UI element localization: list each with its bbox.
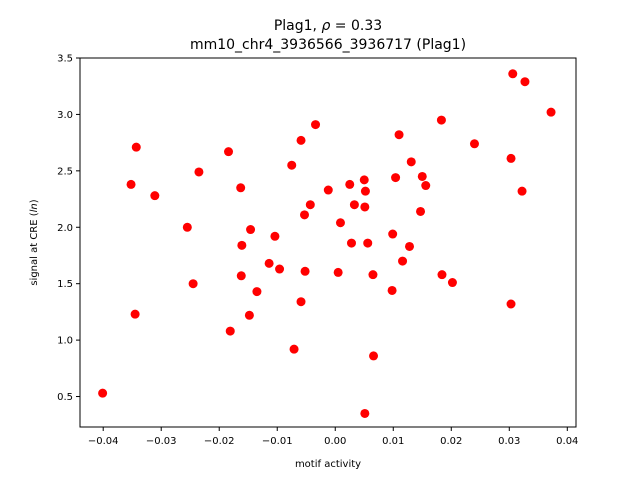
data-point: [296, 135, 306, 145]
x-tick-label: 0.02: [440, 436, 462, 447]
data-point: [406, 157, 416, 167]
data-point: [546, 107, 556, 117]
y-tick-label: 0.5: [57, 392, 73, 403]
data-point: [194, 167, 204, 177]
data-point: [398, 256, 408, 266]
data-point: [360, 186, 370, 196]
data-point: [182, 222, 192, 232]
data-point: [323, 185, 333, 195]
y-tick-label: 3.5: [57, 54, 73, 65]
data-point: [335, 218, 345, 228]
x-tick-label: −0.02: [204, 436, 235, 447]
x-axis-ticks: −0.04 −0.03 −0.02 −0.01 0.00 0.01 0.02 0.03 0.04: [88, 427, 578, 447]
data-point: [246, 225, 256, 235]
data-point: [252, 287, 262, 297]
data-point: [264, 258, 274, 268]
data-point: [416, 206, 426, 216]
chart-subtitle: mm10_chr4_3936566_3936717 (Plag1): [190, 37, 466, 53]
data-point: [520, 77, 530, 87]
data-point: [98, 388, 108, 398]
y-tick-label: 2.0: [57, 223, 73, 234]
data-point: [236, 183, 246, 193]
data-point: [436, 115, 446, 125]
data-point: [224, 147, 234, 157]
x-tick-label: 0.00: [324, 436, 346, 447]
x-axis-label: motif activity: [295, 459, 361, 470]
data-point: [391, 173, 401, 183]
data-point: [236, 271, 246, 281]
data-point: [311, 120, 321, 130]
data-point: [417, 171, 427, 181]
data-point: [388, 229, 398, 239]
data-point: [368, 270, 378, 280]
data-point: [369, 351, 379, 361]
data-point: [305, 200, 315, 210]
data-point: [447, 278, 457, 288]
data-point: [508, 69, 518, 79]
data-point: [405, 241, 415, 251]
x-tick-label: 0.03: [498, 436, 520, 447]
data-point: [296, 297, 306, 307]
y-tick-label: 1.0: [57, 336, 73, 347]
data-point: [130, 309, 140, 319]
data-point: [244, 310, 254, 320]
data-point: [363, 238, 373, 248]
data-point: [225, 326, 235, 336]
data-point: [506, 299, 516, 309]
data-point: [270, 231, 280, 241]
data-point: [387, 285, 397, 295]
x-tick-label: −0.01: [262, 436, 293, 447]
chart-title: Plag1, ρ = 0.33: [274, 18, 382, 34]
x-tick-label: 0.04: [556, 436, 578, 447]
data-point: [289, 344, 299, 354]
y-axis-ticks: 0.5 1.0 1.5 2.0 2.5 3.0 3.5: [57, 54, 80, 403]
data-point: [359, 175, 369, 185]
data-point: [346, 238, 356, 248]
data-point: [150, 191, 160, 201]
data-point: [275, 264, 285, 274]
y-tick-label: 1.5: [57, 279, 73, 290]
data-point: [421, 181, 431, 191]
data-point: [126, 179, 136, 189]
data-point: [300, 266, 310, 276]
data-point: [394, 130, 404, 140]
data-point: [469, 139, 479, 149]
data-point: [437, 270, 447, 280]
data-point: [517, 186, 527, 196]
data-point: [360, 202, 370, 212]
data-point: [131, 142, 141, 152]
y-tick-label: 3.0: [57, 110, 73, 121]
data-points: [98, 69, 556, 418]
y-axis-label: signal at CRE (ln): [29, 199, 40, 285]
x-tick-label: −0.03: [146, 436, 177, 447]
data-point: [345, 179, 355, 189]
data-point: [237, 240, 247, 250]
data-point: [333, 267, 343, 277]
y-tick-label: 2.5: [57, 166, 73, 177]
data-point: [349, 200, 359, 210]
data-point: [287, 160, 297, 170]
data-point: [300, 210, 310, 220]
x-tick-label: −0.04: [88, 436, 119, 447]
x-tick-label: 0.01: [382, 436, 404, 447]
plot-frame: [79, 57, 577, 428]
data-point: [360, 408, 370, 418]
data-point: [506, 153, 516, 163]
data-point: [188, 279, 198, 289]
